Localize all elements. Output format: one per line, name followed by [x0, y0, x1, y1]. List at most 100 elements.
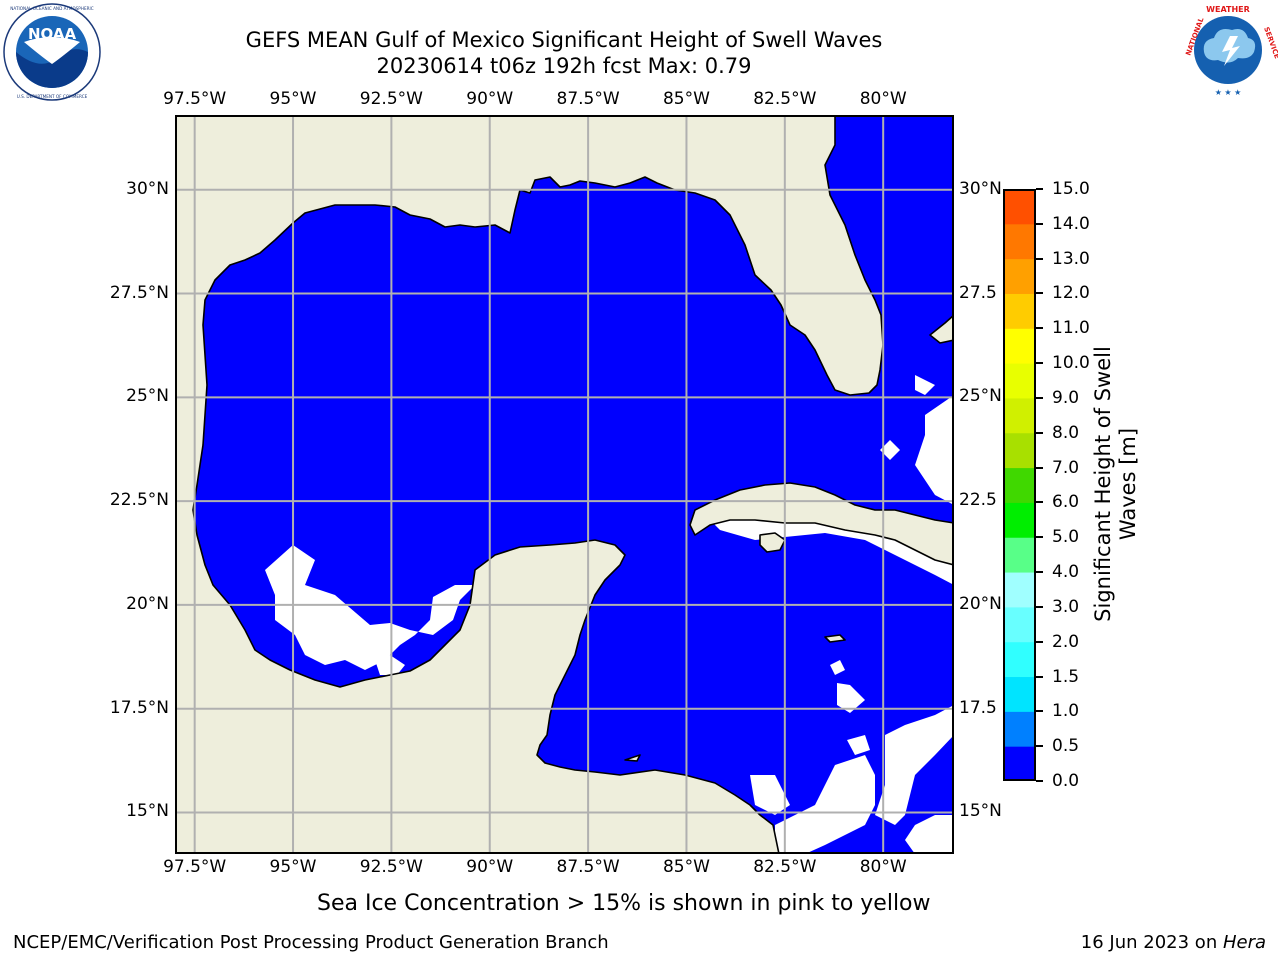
sea-ice-note: Sea Ice Concentration > 15% is shown in … — [317, 891, 931, 916]
colorbar-tick-label: 6.0 — [1052, 492, 1080, 513]
colorbar-tick-label: 0.0 — [1052, 771, 1080, 791]
lat-label-right: 30°N — [959, 178, 1002, 199]
land-isle-of-youth — [759, 532, 786, 553]
footer-machine: Hera — [1222, 932, 1266, 953]
footer-right: 16 Jun 2023 on Hera — [1081, 932, 1266, 954]
colorbar-segment — [1003, 502, 1036, 538]
colorbar-segment — [1003, 537, 1036, 573]
colorbar-tick-mark — [1036, 362, 1043, 365]
colorbar-tick-mark — [1036, 780, 1043, 782]
lat-label-left: 20°N — [126, 593, 169, 614]
colorbar-tick-mark — [1036, 257, 1043, 260]
colorbar-tick-label: 2.0 — [1052, 631, 1080, 652]
lat-label-right: 17.5 — [959, 697, 997, 718]
colorbar-tick-label: 12.0 — [1052, 283, 1090, 304]
lat-label-left: 30°N — [126, 178, 169, 199]
colorbar-tick-label: 4.0 — [1052, 562, 1080, 583]
lat-label-right: 25°N — [959, 386, 1002, 407]
lon-label-top: 85°W — [662, 89, 710, 109]
lon-label-top: 95°W — [269, 89, 317, 109]
colorbar-tick-mark — [1036, 222, 1043, 225]
lon-label-bottom: 82.5°W — [753, 857, 817, 877]
lat-label-left: 27.5°N — [109, 282, 169, 303]
colorbar-segment — [1003, 676, 1036, 712]
colorbar-tick-mark — [1036, 675, 1043, 678]
lon-label-bottom: 85°W — [662, 857, 710, 877]
svg-text:WEATHER: WEATHER — [1206, 5, 1250, 14]
map-panel — [175, 115, 954, 854]
lat-label-left: 22.5°N — [109, 490, 169, 511]
footer-date: 16 Jun 2023 on — [1080, 932, 1223, 953]
svg-text:NATIONAL OCEANIC AND ATMOSPHER: NATIONAL OCEANIC AND ATMOSPHERIC — [10, 6, 93, 11]
colorbar-segment — [1003, 258, 1036, 294]
colorbar-tick-label: 1.5 — [1052, 666, 1080, 687]
lat-label-right: 22.5 — [959, 490, 997, 511]
colorbar-tick-label: 7.0 — [1052, 457, 1080, 478]
colorbar-title-line2: Waves [m] — [1116, 427, 1140, 541]
lon-label-bottom: 90°W — [466, 857, 514, 877]
colorbar-tick-label: 1.0 — [1052, 701, 1080, 722]
chart-subtitle: 20230614 t06z 192h fcst Max: 0.79 — [376, 54, 752, 78]
colorbar-tick-label: 10.0 — [1052, 353, 1090, 374]
colorbar-tick-label: 5.0 — [1052, 527, 1080, 548]
colorbar — [1003, 189, 1036, 781]
colorbar-segment — [1003, 189, 1036, 225]
no-data-patches — [265, 375, 954, 854]
land-bahamas — [929, 314, 954, 344]
colorbar-segment — [1003, 572, 1036, 608]
colorbar-tick-mark — [1036, 327, 1043, 330]
colorbar-title-line1: Significant Height of Swell — [1091, 346, 1115, 622]
colorbar-segment — [1003, 606, 1036, 643]
svg-text:★ ★ ★: ★ ★ ★ — [1215, 88, 1242, 97]
colorbar-segment — [1003, 293, 1036, 329]
lat-label-right: 20°N — [959, 593, 1002, 614]
lon-label-bottom: 87.5°W — [556, 857, 620, 877]
lon-label-top: 97.5°W — [163, 89, 227, 109]
colorbar-tick-mark — [1036, 188, 1043, 190]
colorbar-title: Significant Height of Swell Waves [m] — [1091, 284, 1141, 684]
chart-title: GEFS MEAN Gulf of Mexico Significant Hei… — [245, 28, 883, 52]
colorbar-tick-mark — [1036, 396, 1043, 399]
colorbar-tick-label: 8.0 — [1052, 422, 1080, 443]
colorbar-tick-label: 11.0 — [1052, 318, 1090, 339]
lat-label-right: 27.5 — [959, 282, 997, 303]
colorbar-frame — [1003, 189, 1036, 781]
colorbar-tick-mark — [1036, 605, 1043, 608]
footer-left: NCEP/EMC/Verification Post Processing Pr… — [13, 932, 609, 953]
colorbar-tick-label: 3.0 — [1052, 596, 1080, 617]
colorbar-segment — [1003, 746, 1036, 781]
colorbar-segment — [1003, 363, 1036, 399]
colorbar-segment — [1003, 397, 1036, 434]
lat-label-left: 17.5°N — [109, 697, 169, 718]
colorbar-segment — [1003, 432, 1036, 469]
lat-label-left: 15°N — [126, 801, 169, 822]
colorbar-tick-mark — [1036, 466, 1043, 469]
colorbar-tick-label: 13.0 — [1052, 248, 1090, 269]
map-frame — [175, 115, 954, 854]
colorbar-segment — [1003, 467, 1036, 503]
colorbar-segment — [1003, 328, 1036, 364]
colorbar-segment — [1003, 223, 1036, 260]
lon-label-bottom: 92.5°W — [359, 857, 423, 877]
colorbar-tick-mark — [1036, 640, 1043, 643]
colorbar-tick-mark — [1036, 431, 1043, 434]
noaa-logo-icon: NOAA U.S. DEPARTMENT OF COMMERCE NATIONA… — [3, 3, 101, 101]
colorbar-tick-mark — [1036, 571, 1043, 574]
lat-label-left: 25°N — [126, 386, 169, 407]
colorbar-tick-label: 14.0 — [1052, 213, 1090, 234]
lon-label-bottom: 97.5°W — [163, 857, 227, 877]
colorbar-tick-mark — [1036, 501, 1043, 504]
colorbar-tick-mark — [1036, 710, 1043, 713]
colorbar-tick-mark — [1036, 745, 1043, 748]
lat-label-right: 15°N — [959, 801, 1002, 822]
colorbar-segment — [1003, 711, 1036, 747]
noaa-logo-text: NOAA — [28, 25, 77, 43]
colorbar-tick-mark — [1036, 292, 1043, 295]
lon-label-bottom: 95°W — [269, 857, 317, 877]
colorbar-tick-label: 15.0 — [1052, 179, 1090, 199]
lon-label-top: 80°W — [859, 89, 907, 109]
lon-label-top: 92.5°W — [359, 89, 423, 109]
lon-label-top: 87.5°W — [556, 89, 620, 109]
lon-label-bottom: 80°W — [859, 857, 907, 877]
nws-logo-icon: WEATHER NATIONAL SERVICE ★ ★ ★ — [1180, 2, 1278, 98]
